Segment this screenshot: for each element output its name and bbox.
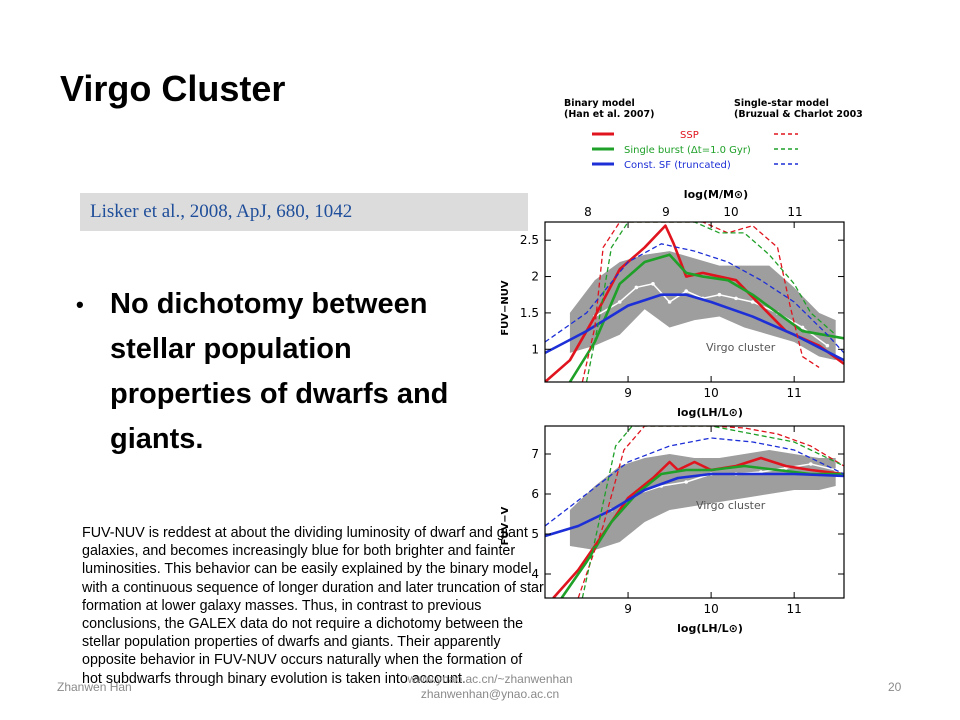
y-axis-label: FUV−V — [500, 506, 511, 545]
series-line-dashed — [585, 222, 837, 382]
bullet-dot-icon: • — [76, 292, 84, 317]
x-axis-label: log(LH/L⊙) — [677, 622, 743, 635]
bullet-text: No dichotomy between stellar population … — [110, 288, 449, 455]
footer-author: Zhanwen Han — [57, 680, 132, 694]
median-point — [717, 292, 722, 297]
legend-constsf-label: Const. SF (truncated) — [624, 160, 731, 171]
fuv-v-chart: FUV−V 9 10 11 4 5 6 7 Virgo cluster log(LH/L⊙) — [500, 425, 845, 635]
y-tick-label: 4 — [531, 567, 539, 581]
page-number: 20 — [888, 680, 902, 694]
plot-area: 9 10 11 4 5 6 7 — [531, 425, 845, 616]
legend-entry-single-burst: Single burst (Δt=1.0 Gyr) — [592, 145, 798, 156]
y-tick-label: 6 — [531, 487, 539, 501]
top-tick-label: 8 — [584, 205, 592, 219]
series-line-solid — [560, 464, 844, 598]
legend-entry-ssp: SSP — [592, 130, 798, 141]
x-tick-label: 10 — [703, 602, 718, 616]
legend-burst-label: Single burst (Δt=1.0 Gyr) — [624, 145, 751, 156]
top-tick-label: 11 — [787, 205, 802, 219]
bullet-point: • No dichotomy between stellar populatio… — [76, 282, 476, 462]
series-line-dashed — [581, 426, 844, 598]
median-point — [684, 480, 688, 484]
series-line-solid — [545, 224, 844, 382]
top-tick-label: 10 — [723, 205, 738, 219]
x-tick-label: 9 — [624, 602, 632, 616]
x-axis-label: log(LH/L⊙) — [677, 406, 743, 419]
series-line-dashed — [545, 437, 844, 527]
median-point — [684, 289, 688, 293]
legend-single-ref: (Bruzual & Charlot 2003) — [734, 109, 862, 120]
y-tick-label: 1.5 — [520, 306, 539, 320]
plot-frame — [544, 425, 845, 599]
virgo-cluster-annotation: Virgo cluster — [706, 341, 776, 354]
series-line-dashed — [577, 426, 844, 598]
y-tick-label: 1 — [531, 342, 539, 356]
median-point — [750, 300, 755, 304]
legend-binary-ref: (Han et al. 2007) — [564, 109, 654, 120]
slide-title: Virgo Cluster — [60, 68, 286, 109]
plot-inner — [545, 222, 844, 382]
x-tick-label: 10 — [703, 386, 718, 400]
series-line-dashed — [545, 243, 844, 354]
plot-inner — [545, 426, 844, 598]
y-axis-label: FUV−NUV — [500, 280, 511, 336]
legend-ssp-label: SSP — [680, 130, 699, 141]
median-point — [800, 325, 805, 330]
top-axis-label: log(M/M⊙) — [684, 188, 748, 201]
footer-contact: www.ynao.ac.cn/~zhanwenhan zhanwenhan@yn… — [385, 672, 595, 702]
y-tick-label: 7 — [531, 447, 539, 461]
footer-website[interactable]: www.ynao.ac.cn/~zhanwenhan — [407, 672, 573, 686]
y-tick-label: 5 — [531, 527, 539, 541]
y-tick-label: 2 — [531, 270, 539, 284]
fuv-nuv-chart: log(M/M⊙) 8 9 10 11 FUV−NUV 9 10 1111.522.… — [500, 188, 845, 419]
median-point — [808, 462, 813, 466]
x-tick-label: 9 — [624, 386, 632, 400]
series-line-solid — [568, 253, 844, 382]
median-point — [651, 282, 655, 286]
top-axis-ticks: 8 9 10 11 — [584, 205, 802, 219]
median-point — [825, 343, 830, 348]
footer-email[interactable]: zhanwenhan@ynao.ac.cn — [420, 687, 560, 701]
chart-legend: Binary model (Han et al. 2007) Single-st… — [564, 98, 862, 171]
legend-binary-title: Binary model — [564, 98, 635, 109]
data-scatter-band — [569, 251, 836, 361]
series-line-dashed — [581, 222, 820, 382]
citation-box: Lisker et al., 2008, ApJ, 680, 1042 — [80, 193, 528, 231]
median-point — [617, 300, 622, 304]
series-line-solid — [545, 293, 844, 362]
y-tick-label: 2.5 — [520, 233, 539, 247]
x-tick-label: 11 — [787, 602, 802, 616]
legend-entry-const-sf: Const. SF (truncated) — [592, 160, 798, 171]
series-line-solid — [545, 472, 844, 538]
top-tick-label: 9 — [662, 205, 670, 219]
median-point — [734, 296, 738, 301]
virgo-cluster-annotation: Virgo cluster — [696, 499, 766, 512]
x-tick-label: 11 — [787, 386, 802, 400]
median-point — [634, 285, 639, 290]
legend-single-title: Single-star model — [734, 98, 829, 109]
median-point — [667, 300, 672, 304]
figure-caption: FUV-NUV is reddest at about the dividing… — [82, 525, 544, 687]
plot-frame — [544, 221, 845, 383]
